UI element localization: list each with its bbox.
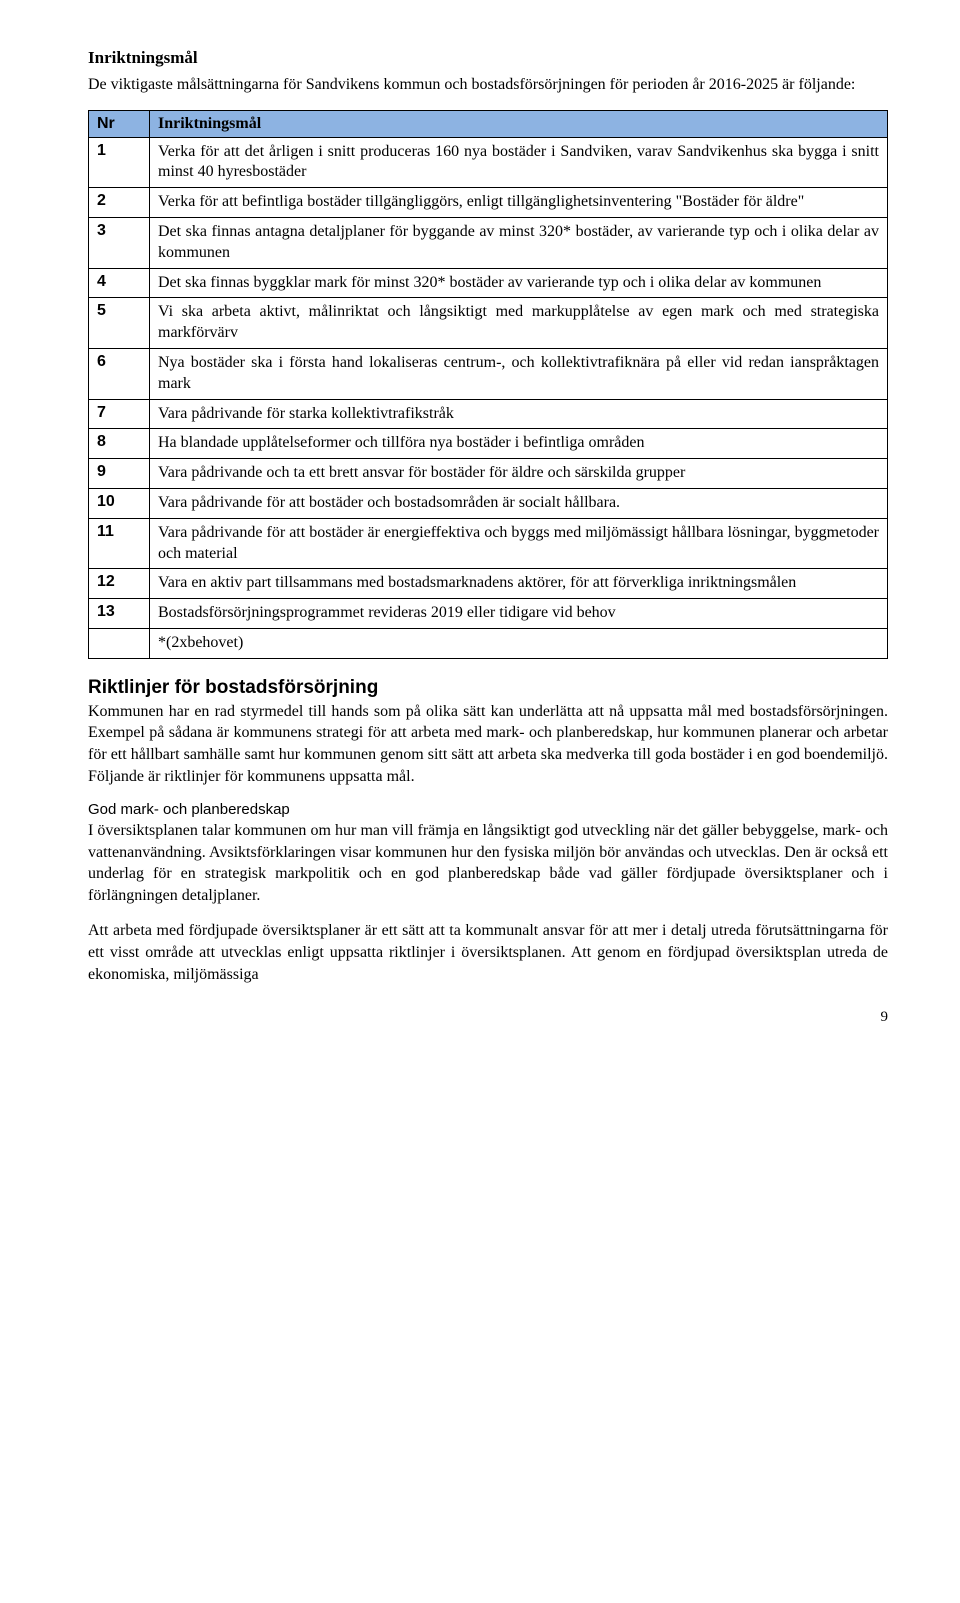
table-row: 9Vara pådrivande och ta ett brett ansvar… [89,459,888,489]
riktlinjer-paragraph: Kommunen har en rad styrmedel till hands… [88,701,888,787]
table-cell-nr: 2 [89,188,150,218]
table-row: *(2xbehovet) [89,628,888,658]
table-cell-text: Vara pådrivande och ta ett brett ansvar … [150,459,888,489]
table-cell-nr: 7 [89,399,150,429]
page-number: 9 [88,1009,888,1026]
table-cell-text: Vara pådrivande för att bostäder och bos… [150,488,888,518]
table-row: 10Vara pådrivande för att bostäder och b… [89,488,888,518]
section-heading-riktlinjer: Riktlinjer för bostadsförsörjning [88,677,888,699]
table-cell-text: Vara pådrivande för att bostäder är ener… [150,518,888,569]
table-row: 8Ha blandade upplåtelseformer och tillfö… [89,429,888,459]
table-row: 11Vara pådrivande för att bostäder är en… [89,518,888,569]
table-header-row: Nr Inriktningsmål [89,110,888,137]
table-cell-nr: 6 [89,348,150,399]
table-cell-text: Nya bostäder ska i första hand lokaliser… [150,348,888,399]
table-cell-text: *(2xbehovet) [150,628,888,658]
table-cell-text: Vara pådrivande för starka kollektivtraf… [150,399,888,429]
table-row: 1Verka för att det årligen i snitt produ… [89,137,888,188]
table-cell-text: Vi ska arbeta aktivt, målinriktat och lå… [150,298,888,349]
table-cell-nr: 9 [89,459,150,489]
document-page: Inriktningsmål De viktigaste målsättning… [0,0,960,1066]
table-header-nr: Nr [89,110,150,137]
table-cell-text: Bostadsförsörjningsprogrammet revideras … [150,599,888,629]
table-cell-text: Det ska finnas byggklar mark för minst 3… [150,268,888,298]
table-cell-nr: 11 [89,518,150,569]
table-cell-text: Verka för att befintliga bostäder tillgä… [150,188,888,218]
goals-table: Nr Inriktningsmål 1Verka för att det årl… [88,110,888,659]
table-header-goal: Inriktningsmål [150,110,888,137]
table-cell-text: Ha blandade upplåtelseformer och tillför… [150,429,888,459]
table-cell-nr: 1 [89,137,150,188]
table-row: 4Det ska finnas byggklar mark för minst … [89,268,888,298]
god-mark-paragraph-2: Att arbeta med fördjupade översiktsplane… [88,920,888,985]
table-cell-nr [89,628,150,658]
table-cell-nr: 8 [89,429,150,459]
table-row: 6Nya bostäder ska i första hand lokalise… [89,348,888,399]
god-mark-paragraph-1: I översiktsplanen talar kommunen om hur … [88,820,888,906]
section-intro-text: De viktigaste målsättningarna för Sandvi… [88,74,888,96]
table-cell-nr: 13 [89,599,150,629]
table-row: 3Det ska finnas antagna detaljplaner för… [89,217,888,268]
table-cell-nr: 5 [89,298,150,349]
table-cell-text: Vara en aktiv part tillsammans med bosta… [150,569,888,599]
table-cell-nr: 3 [89,217,150,268]
table-row: 5Vi ska arbeta aktivt, målinriktat och l… [89,298,888,349]
table-row: 7Vara pådrivande för starka kollektivtra… [89,399,888,429]
table-cell-text: Det ska finnas antagna detaljplaner för … [150,217,888,268]
table-cell-text: Verka för att det årligen i snitt produc… [150,137,888,188]
subheading-god-mark: God mark- och planberedskap [88,801,888,818]
table-cell-nr: 10 [89,488,150,518]
table-cell-nr: 12 [89,569,150,599]
section-heading-inriktningsmal: Inriktningsmål [88,48,888,68]
table-cell-nr: 4 [89,268,150,298]
table-row: 12Vara en aktiv part tillsammans med bos… [89,569,888,599]
table-row: 13Bostadsförsörjningsprogrammet revidera… [89,599,888,629]
table-row: 2Verka för att befintliga bostäder tillg… [89,188,888,218]
